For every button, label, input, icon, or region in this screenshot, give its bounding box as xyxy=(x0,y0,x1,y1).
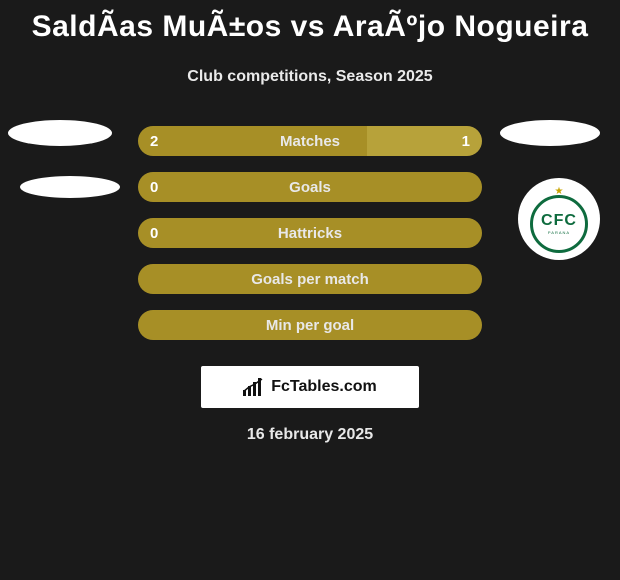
page-title: SaldÃ­as MuÃ±os vs AraÃºjo Nogueira xyxy=(0,0,620,44)
club-badge: ★ CFC PARANA xyxy=(518,178,600,260)
bar-label: Matches xyxy=(138,126,482,156)
right-player-placeholder xyxy=(500,120,600,146)
stat-bar: Goals per match xyxy=(138,264,482,294)
bar-label: Hattricks xyxy=(138,218,482,248)
brand-box: FcTables.com xyxy=(201,366,419,408)
bar-value-left: 0 xyxy=(150,172,158,202)
subtitle: Club competitions, Season 2025 xyxy=(0,68,620,86)
club-badge-inner: CFC PARANA xyxy=(530,195,588,253)
placeholder-ellipse xyxy=(8,120,112,146)
club-badge-subtext: PARANA xyxy=(548,230,570,235)
club-badge-text: CFC xyxy=(541,212,577,230)
brand-text: FcTables.com xyxy=(271,378,377,396)
bar-value-left: 2 xyxy=(150,126,158,156)
stat-bar: Goals0 xyxy=(138,172,482,202)
stat-bar: Matches2 1 xyxy=(138,126,482,156)
bar-label: Goals per match xyxy=(138,264,482,294)
placeholder-ellipse xyxy=(20,176,120,198)
bar-label: Goals xyxy=(138,172,482,202)
stat-bars: Matches21Goals0Hattricks0Goals per match… xyxy=(138,126,482,356)
bar-value-right: 1 xyxy=(462,126,470,156)
bar-label: Min per goal xyxy=(138,310,482,340)
comparison-stage: ★ CFC PARANA Matches21Goals0Hattricks0Go… xyxy=(0,126,620,356)
date-text: 16 february 2025 xyxy=(0,426,620,444)
bar-value-left: 0 xyxy=(150,218,158,248)
stat-bar: Hattricks0 xyxy=(138,218,482,248)
stat-bar: Min per goal xyxy=(138,310,482,340)
bars-icon xyxy=(243,378,265,396)
